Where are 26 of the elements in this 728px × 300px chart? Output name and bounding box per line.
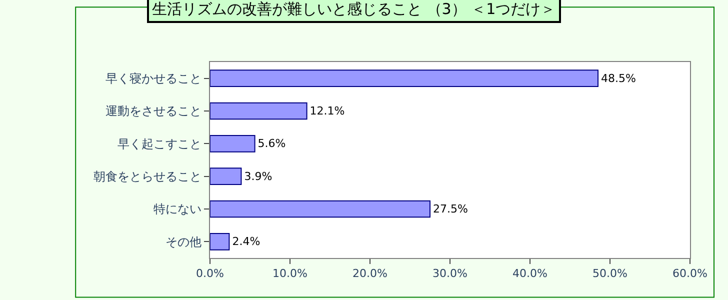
data-label: 3.9% <box>244 170 272 183</box>
x-tick-label: 20.0% <box>352 267 388 280</box>
y-tick-label: 朝食をとらせること <box>94 170 202 184</box>
data-label: 2.4% <box>232 235 260 248</box>
y-tick-label: その他 <box>166 234 202 249</box>
data-label: 27.5% <box>433 202 468 216</box>
x-tick-label: 10.0% <box>272 267 308 280</box>
y-tick-label: 運動をさせること <box>106 104 202 118</box>
x-tick-label: 50.0% <box>592 267 628 280</box>
y-tick-label: 早く寝かせること <box>106 72 202 86</box>
x-tick-label: 60.0% <box>672 267 708 280</box>
bar <box>210 200 430 218</box>
bar <box>210 70 598 87</box>
data-label: 12.1% <box>310 104 345 118</box>
x-tick-label: 0.0% <box>196 267 224 280</box>
chart-title: 生活リズムの改善が難しいと感じること （3） ＜1つだけ＞ <box>152 0 556 18</box>
y-tick-label: 特にない <box>154 202 202 216</box>
data-label: 5.6% <box>258 137 286 150</box>
x-tick-label: 40.0% <box>512 267 548 280</box>
bar <box>210 102 308 120</box>
data-label: 48.5% <box>601 72 636 85</box>
y-tick-label: 早く起こすこと <box>118 136 202 151</box>
bar <box>210 233 230 250</box>
x-tick-label: 30.0% <box>432 267 468 280</box>
bar <box>210 135 256 152</box>
bar <box>210 168 242 185</box>
